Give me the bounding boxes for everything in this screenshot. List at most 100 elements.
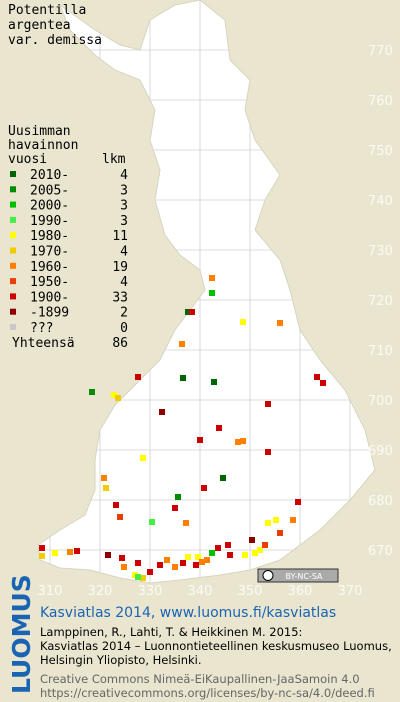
y-tick-label: 700 xyxy=(368,394,393,409)
observation-point xyxy=(180,560,186,566)
observation-point xyxy=(204,557,210,563)
observation-point xyxy=(265,520,271,526)
observation-point xyxy=(209,550,215,556)
observation-point xyxy=(209,290,215,296)
legend-count: 4 xyxy=(120,168,128,183)
observation-point xyxy=(211,379,217,385)
y-tick-label: 750 xyxy=(368,144,393,159)
legend-count: 4 xyxy=(120,275,128,290)
y-tick-label: 770 xyxy=(368,44,393,59)
observation-point xyxy=(193,562,199,568)
observation-point xyxy=(242,552,248,558)
legend-count: 11 xyxy=(112,229,128,244)
legend-count: 3 xyxy=(120,214,128,229)
x-tick-label: 340 xyxy=(188,584,213,599)
observation-point xyxy=(262,542,268,548)
legend-label: 1960- xyxy=(30,260,69,275)
observation-point xyxy=(157,562,163,568)
license-badge xyxy=(257,568,339,583)
points xyxy=(39,275,326,581)
observation-point xyxy=(179,341,185,347)
finland-outline xyxy=(37,0,376,584)
observation-point xyxy=(149,519,155,525)
legend-label: 1990- xyxy=(30,214,69,229)
observation-point xyxy=(265,401,271,407)
citation-line: Helsingin Yliopisto, Helsinki. xyxy=(40,653,202,667)
observation-point xyxy=(103,485,109,491)
license-badge-text: BY-NC-SA xyxy=(285,572,323,581)
observation-point xyxy=(295,499,301,505)
observation-point xyxy=(195,554,201,560)
y-tick-label: 670 xyxy=(368,544,393,559)
legend-swatch xyxy=(10,278,16,285)
total-value: 86 xyxy=(112,336,128,351)
observation-point xyxy=(89,389,95,395)
observation-point xyxy=(265,449,271,455)
observation-point xyxy=(240,438,246,444)
citation-line: Lamppinen, R., Lahti, T. & Heikkinen M. … xyxy=(40,625,302,639)
observation-point xyxy=(199,559,205,565)
legend-label: -1899 xyxy=(30,306,69,321)
observation-point xyxy=(201,485,207,491)
observation-point xyxy=(135,574,141,580)
observation-point xyxy=(273,517,279,523)
legend-count: 0 xyxy=(120,321,128,336)
observation-point xyxy=(216,425,222,431)
footer-heading: Kasviatlas 2014, www.luomus.fi/kasviatla… xyxy=(40,605,336,621)
legend-swatch xyxy=(10,247,16,254)
observation-point xyxy=(115,395,121,401)
observation-point xyxy=(320,380,326,386)
legend-swatch xyxy=(10,201,16,208)
legend-label: 1980- xyxy=(30,229,69,244)
legend-swatch xyxy=(10,216,16,223)
cc-icon xyxy=(262,570,274,581)
observation-point xyxy=(164,557,170,563)
observation-point xyxy=(119,555,125,561)
legend-swatch xyxy=(10,324,16,330)
observation-point xyxy=(67,549,73,555)
y-tick-label: 740 xyxy=(368,194,393,209)
legend-swatch xyxy=(10,293,16,300)
legend-label: 2005- xyxy=(30,183,69,198)
legend-label: 1970- xyxy=(30,245,69,260)
count-header: lkm xyxy=(102,152,126,167)
observation-point xyxy=(185,554,191,560)
observation-point xyxy=(175,494,181,500)
observation-point xyxy=(52,550,58,556)
license-line: Creative Commons Nimeä-EiKaupallinen-Jaa… xyxy=(40,672,360,686)
legend-swatch xyxy=(10,262,16,269)
legend-label: 1900- xyxy=(30,290,69,305)
observation-point xyxy=(140,455,146,461)
legend-label: 2000- xyxy=(30,199,69,214)
x-tick-label: 320 xyxy=(88,584,113,599)
observation-point xyxy=(183,520,189,526)
y-tick-label: 730 xyxy=(368,244,393,259)
legend-swatch xyxy=(10,171,16,177)
title-line: var. demissa xyxy=(8,33,102,48)
observation-point xyxy=(180,375,186,381)
observation-point xyxy=(215,545,221,551)
x-tick-label: 360 xyxy=(288,584,313,599)
legend-count: 3 xyxy=(120,199,128,214)
citation-line: Kasviatlas 2014 – Luonnontieteellinen ke… xyxy=(40,639,392,653)
observation-point xyxy=(225,542,231,548)
title-line: Potentilla xyxy=(8,3,86,18)
x-tick-label: 350 xyxy=(238,584,263,599)
observation-point xyxy=(117,514,123,520)
observation-point xyxy=(140,575,146,581)
legend-count: 3 xyxy=(120,183,128,198)
observation-point xyxy=(314,374,320,380)
observation-point xyxy=(240,319,246,325)
brand: LUOMUS xyxy=(7,574,36,694)
legend: 2010- 4 2005- 3 2000- 3 1990- 3 1980- 11 1970- 4 196… xyxy=(10,168,128,336)
y-tick-label: 720 xyxy=(368,294,393,309)
observation-point xyxy=(172,505,178,511)
legend-swatch xyxy=(10,186,16,193)
observation-point xyxy=(257,547,263,553)
legend-header: vuosi xyxy=(8,152,47,167)
legend-swatch xyxy=(10,232,16,239)
observation-point xyxy=(101,475,107,481)
y-tick-label: 690 xyxy=(368,444,393,459)
legend-count: 4 xyxy=(120,245,128,260)
